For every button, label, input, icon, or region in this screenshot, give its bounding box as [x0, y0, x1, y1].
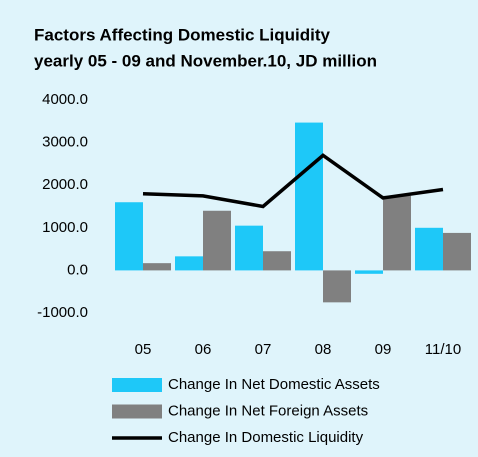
bar [203, 210, 231, 271]
y-tick-label: 4000.0 [42, 91, 88, 108]
bar [115, 202, 143, 271]
x-tick-label: 11/10 [425, 341, 461, 358]
x-tick-label: 07 [255, 341, 272, 358]
bar [143, 263, 171, 271]
y-tick-label: -1000.0 [37, 304, 88, 321]
bar [175, 256, 203, 271]
bar [323, 270, 351, 303]
y-tick-label: 2000.0 [42, 176, 88, 193]
chart-title: Factors Affecting Domestic Liquidity [34, 25, 331, 44]
y-tick-label: 3000.0 [42, 134, 88, 151]
x-tick-label: 05 [135, 341, 152, 358]
y-tick-label: 0.0 [67, 261, 88, 278]
line [142, 153, 444, 209]
legend-label: Change In Domestic Liquidity [168, 429, 364, 446]
bar [383, 195, 411, 271]
x-tick-label: 09 [375, 341, 392, 358]
y-tick-label: 1000.0 [42, 219, 88, 236]
legend-label: Change In Net Foreign Assets [168, 402, 368, 419]
bar [295, 122, 323, 271]
legend-swatch [112, 404, 162, 419]
bar [263, 251, 291, 271]
x-tick-label: 08 [315, 341, 332, 358]
chart-subtitle: yearly 05 - 09 and November.10, JD milli… [34, 51, 377, 70]
bar [355, 270, 383, 274]
legend-label: Change In Net Domestic Assets [168, 376, 380, 393]
bar [415, 227, 443, 271]
bar [443, 232, 471, 271]
x-tick-label: 06 [195, 341, 212, 358]
legend-swatch [112, 378, 162, 392]
bar [235, 225, 263, 271]
